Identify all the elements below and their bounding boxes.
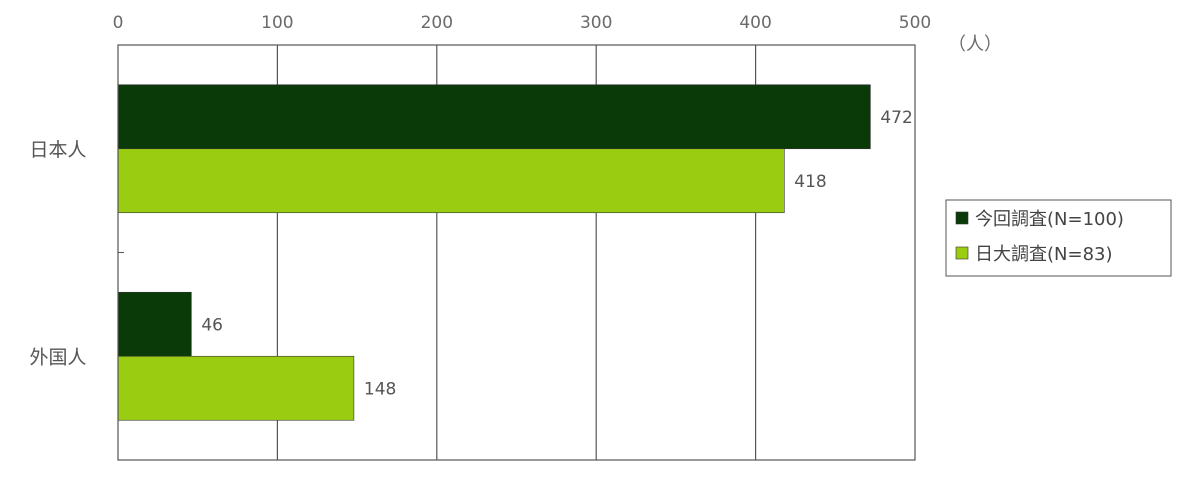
x-tick-label: 400 — [739, 13, 771, 33]
legend-swatch-series-2 — [955, 246, 969, 260]
data-label: 418 — [794, 172, 826, 192]
data-label: 472 — [880, 108, 912, 128]
x-axis-unit: （人） — [948, 34, 1002, 55]
bar — [117, 148, 785, 214]
data-labels: 472 418 46 148 — [201, 108, 912, 400]
bar — [117, 84, 871, 150]
x-tick-label: 200 — [421, 13, 453, 33]
category-label: 外国人 — [29, 346, 86, 368]
x-tick-label: 0 — [113, 13, 124, 33]
x-tick-label: 300 — [580, 13, 612, 33]
bar — [117, 291, 192, 357]
category-label: 日本人 — [29, 139, 86, 161]
bar — [117, 355, 355, 421]
legend-swatch-series-1 — [955, 211, 969, 225]
bars — [117, 84, 871, 421]
data-label: 46 — [201, 315, 223, 335]
legend-box — [945, 199, 1172, 277]
legend-label-series-2: 日大調査(N=83) — [975, 244, 1113, 265]
legend: 今回調査(N=100) 日大調査(N=83) — [945, 199, 1172, 277]
x-axis-ticks: 0 100 200 300 400 500 — [113, 13, 932, 33]
plot-area — [117, 44, 916, 461]
x-tick-label: 100 — [261, 13, 293, 33]
legend-label-series-1: 今回調査(N=100) — [975, 209, 1124, 230]
x-tick-label: 500 — [899, 13, 931, 33]
data-label: 148 — [364, 379, 396, 399]
